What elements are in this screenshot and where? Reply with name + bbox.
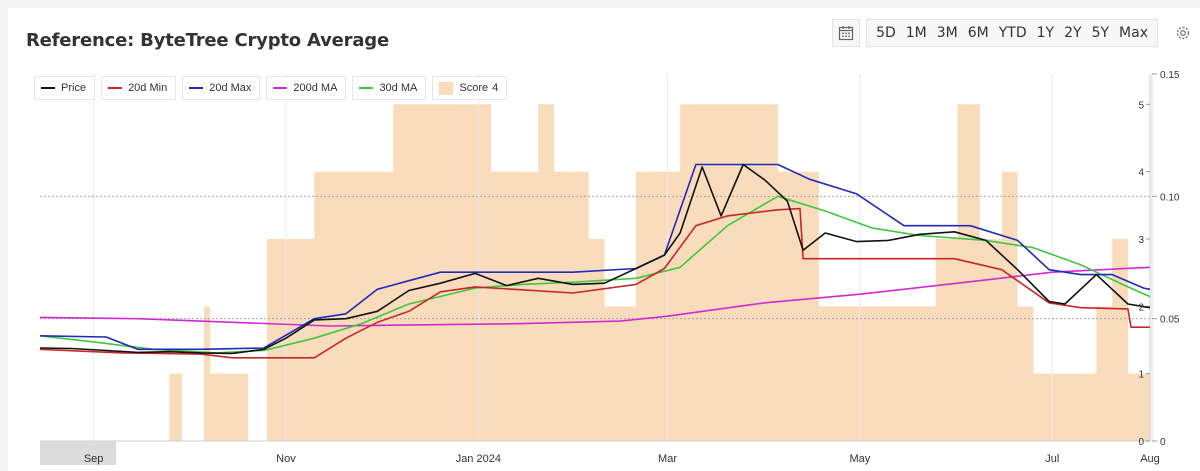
score-tick-label: 4 xyxy=(1138,168,1144,179)
legend-item-price[interactable]: Price xyxy=(34,76,96,100)
x-tick-label: Aug xyxy=(1140,453,1160,465)
range-5y-button[interactable]: 5Y xyxy=(1091,25,1110,41)
x-tick-label: Jan 2024 xyxy=(456,453,501,465)
range-3m-button[interactable]: 3M xyxy=(936,25,958,41)
value-tick-label: 0.10 xyxy=(1160,192,1180,203)
range-toolbar: 5D 1M 3M 6M YTD 1Y 2Y 5Y Max xyxy=(832,19,1158,47)
legend-label: Score xyxy=(459,82,489,94)
range-1y-button[interactable]: 1Y xyxy=(1036,25,1055,41)
score-tick-label: 0 xyxy=(1138,437,1144,448)
legend-swatch-score xyxy=(439,81,454,95)
range-2y-button[interactable]: 2Y xyxy=(1064,25,1082,41)
legend-swatch-30d-ma xyxy=(359,87,374,89)
legend-item-score[interactable]: Score 4 xyxy=(432,76,508,100)
legend-label: 20d Max xyxy=(209,82,252,94)
score-tick-label: 2 xyxy=(1138,302,1144,313)
range-buttons: 5D 1M 3M 6M YTD 1Y 2Y 5Y Max xyxy=(866,19,1158,47)
x-tick-label: Sep xyxy=(84,453,104,465)
legend-swatch-20d-min xyxy=(108,87,123,89)
range-1m-button[interactable]: 1M xyxy=(905,25,927,41)
legend-swatch-200d-ma xyxy=(273,87,288,89)
x-tick-label: May xyxy=(849,453,870,465)
series-line-20d-min xyxy=(39,207,1150,359)
calendar-icon xyxy=(838,26,854,41)
settings-button[interactable] xyxy=(1172,20,1194,46)
legend-item-200d-ma[interactable]: 200d MA xyxy=(266,76,347,100)
legend-item-20d-max[interactable]: 20d Max xyxy=(182,76,261,100)
legend-score-value: 4 xyxy=(492,82,499,94)
legend-label: Price xyxy=(61,82,87,94)
legend-label: 200d MA xyxy=(293,82,338,94)
range-6m-button[interactable]: 6M xyxy=(967,25,989,41)
series-line-price xyxy=(39,163,1151,355)
chart-title: Reference: ByteTree Crypto Average xyxy=(26,30,389,51)
range-ytd-button[interactable]: YTD xyxy=(998,25,1027,41)
chart-legend: Price 20d Min 20d Max 200d MA 30d MA Sco… xyxy=(34,76,513,100)
score-tick-label: 3 xyxy=(1138,235,1144,246)
score-tick-label: 1 xyxy=(1138,370,1144,381)
gear-icon xyxy=(1176,26,1190,40)
legend-swatch-20d-max xyxy=(189,87,204,89)
range-max-button[interactable]: Max xyxy=(1119,25,1148,41)
series-line-200d-ma xyxy=(39,266,1151,327)
x-axis-band xyxy=(40,441,116,465)
value-tick-label: 0 xyxy=(1160,437,1166,448)
score-tick-label: 5 xyxy=(1138,100,1144,111)
legend-item-30d-ma[interactable]: 30d MA xyxy=(352,76,427,100)
score-area xyxy=(40,104,1150,442)
x-tick-label: Jul xyxy=(1045,453,1059,465)
calendar-button[interactable] xyxy=(832,19,861,47)
legend-label: 30d MA xyxy=(379,82,418,94)
value-tick-label: 0.15 xyxy=(1160,70,1180,81)
x-tick-label: Nov xyxy=(276,453,296,465)
range-5d-button[interactable]: 5D xyxy=(876,25,896,41)
legend-item-20d-min[interactable]: 20d Min xyxy=(101,76,177,100)
value-tick-label: 0.05 xyxy=(1160,315,1180,326)
x-tick-label: Mar xyxy=(658,453,677,465)
legend-label: 20d Min xyxy=(128,82,168,94)
legend-swatch-price xyxy=(41,87,55,89)
